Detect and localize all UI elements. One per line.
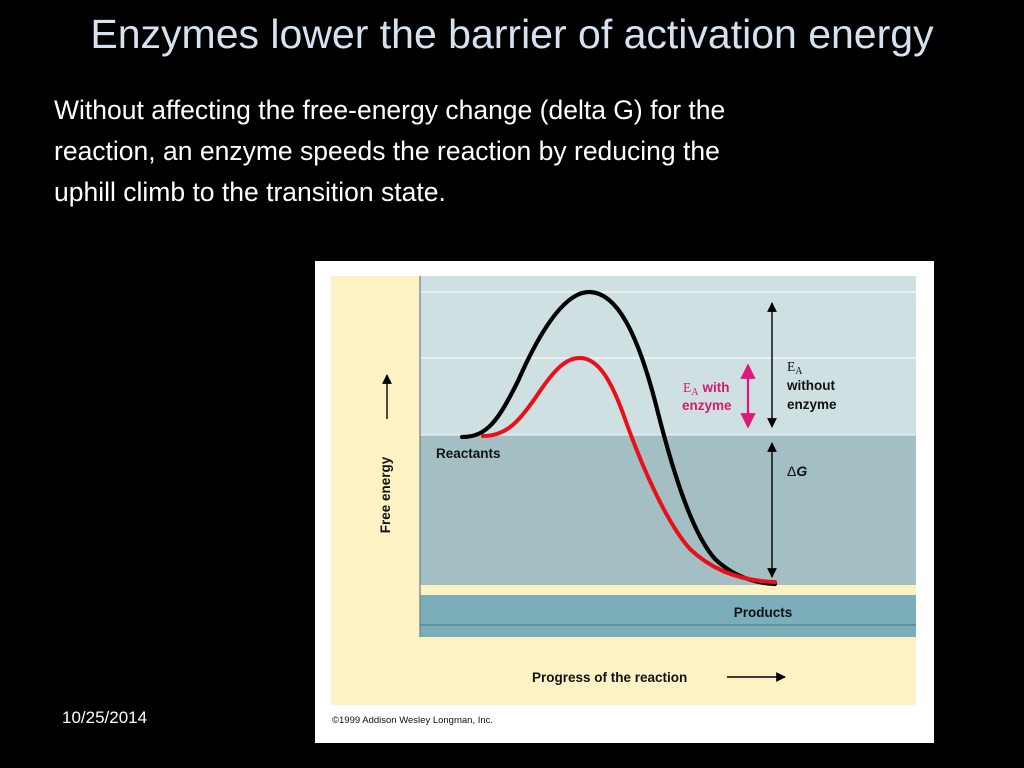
ea-without-enzyme-label-line1: without [786,378,835,393]
curve-without-enzyme [459,289,778,587]
energy-diagram-figure: Free energy Reactants Products EA with en… [315,261,934,743]
slide-body-text: Without affecting the free-energy change… [54,90,974,213]
y-axis-label: Free energy [378,456,393,533]
curve-with-enzyme [481,355,777,584]
ea-subscript: A [691,387,699,398]
body-line: uphill climb to the transition state. [54,177,446,207]
reactants-label: Reactants [436,446,501,461]
copyright-notice: ©1999 Addison Wesley Longman, Inc. [332,715,493,726]
reactant-level-band [420,435,916,585]
ea-symbol: E [787,359,795,374]
x-axis-label: Progress of the reaction [532,670,687,685]
ea-without-enzyme-label: EA [787,359,803,377]
ea-symbol: E [683,380,691,395]
products-label: Products [734,605,793,620]
slide-title: Enzymes lower the barrier of activation … [90,11,934,57]
delta-symbol: Δ [787,463,796,479]
ea-with-text: with [701,380,729,395]
ea-without-enzyme-label-line2: enzyme [787,397,837,412]
slide-date: 10/25/2014 [62,708,148,727]
g-symbol: G [796,463,807,479]
ea-with-enzyme-label: EA with [683,380,729,398]
ea-with-enzyme-label-line2: enzyme [682,398,732,413]
body-line: Without affecting the free-energy change… [54,95,726,125]
upper-energy-band [420,276,916,435]
delta-g-label: ΔG [787,463,807,479]
ea-subscript: A [795,366,803,377]
energy-diagram: Free energy Reactants Products EA with en… [331,276,916,726]
products-band [420,595,916,637]
body-line: reaction, an enzyme speeds the reaction … [54,136,720,166]
